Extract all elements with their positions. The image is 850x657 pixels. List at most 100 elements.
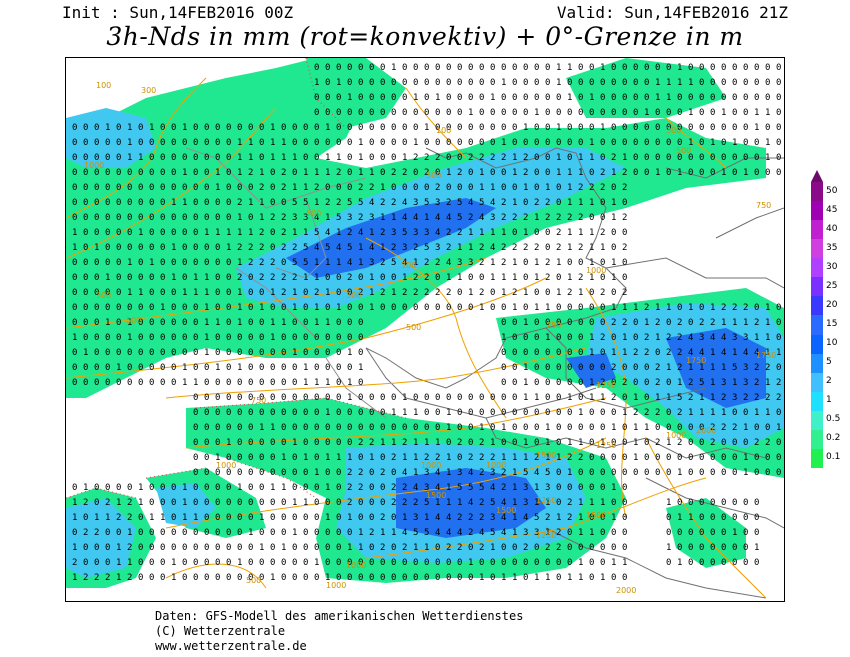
grid-value: 0	[292, 408, 297, 418]
grid-value: 0	[105, 528, 110, 538]
grid-value: 0	[468, 93, 473, 103]
grid-value: 0	[204, 423, 209, 433]
grid-value: 0	[369, 543, 374, 553]
grid-value: 0	[270, 393, 275, 403]
grid-value: 2	[358, 288, 363, 298]
legend-swatch	[811, 391, 823, 412]
grid-value: 4	[369, 243, 374, 253]
grid-value: 1	[314, 198, 319, 208]
grid-value: 2	[545, 543, 550, 553]
grid-value: 0	[655, 153, 660, 163]
grid-value: 1	[325, 408, 330, 418]
grid-value: 0	[699, 138, 704, 148]
grid-value: 0	[116, 318, 121, 328]
grid-value: 0	[677, 153, 682, 163]
grid-value: 0	[204, 573, 209, 583]
grid-value: 1	[765, 408, 770, 418]
grid-value: 5	[424, 198, 429, 208]
grid-value: 0	[699, 438, 704, 448]
grid-value: 1	[237, 558, 242, 568]
grid-value: 0	[237, 183, 242, 193]
grid-value: 0	[193, 483, 198, 493]
grid-value: 0	[336, 138, 341, 148]
grid-value: 0	[314, 528, 319, 538]
grid-value: 0	[226, 393, 231, 403]
grid-value: 0	[237, 393, 242, 403]
grid-value: 0	[600, 453, 605, 463]
legend-level-label: 30	[826, 261, 838, 272]
grid-value: 2	[468, 528, 473, 538]
grid-value: 0	[292, 558, 297, 568]
grid-value: 2	[600, 333, 605, 343]
legend-swatch	[811, 448, 823, 469]
grid-value: 3	[732, 393, 737, 403]
grid-value: 0	[215, 243, 220, 253]
grid-value: 1	[446, 468, 451, 478]
grid-value: 1	[215, 168, 220, 178]
grid-value: 0	[314, 513, 319, 523]
grid-value: 0	[336, 423, 341, 433]
grid-value: 0	[677, 453, 682, 463]
legend-swatch	[811, 410, 823, 431]
grid-value: 1	[369, 273, 374, 283]
grid-value: 1	[424, 123, 429, 133]
grid-value: 1	[578, 228, 583, 238]
grid-value: 0	[622, 78, 627, 88]
grid-value: 0	[369, 498, 374, 508]
grid-value: 0	[666, 123, 671, 133]
grid-value: 0	[281, 528, 286, 538]
grid-value: 1	[512, 198, 517, 208]
grid-value: 0	[622, 258, 627, 268]
grid-value: 2	[765, 438, 770, 448]
grid-value: 1	[556, 123, 561, 133]
grid-value: 0	[259, 123, 264, 133]
grid-value: 0	[600, 213, 605, 223]
grid-value: 1	[556, 513, 561, 523]
grid-value: 0	[721, 558, 726, 568]
grid-value: 0	[347, 528, 352, 538]
grid-value: 1	[578, 408, 583, 418]
grid-value: 0	[226, 483, 231, 493]
grid-value: 0	[578, 63, 583, 73]
grid-value: 0	[666, 318, 671, 328]
grid-value: 0	[468, 408, 473, 418]
grid-value: 1	[556, 453, 561, 463]
grid-value: 0	[391, 573, 396, 583]
grid-value: 1	[578, 573, 583, 583]
grid-value: 0	[600, 93, 605, 103]
grid-value: 1	[413, 258, 418, 268]
grid-value: 0	[138, 543, 143, 553]
contour-label: 1750	[756, 351, 776, 360]
grid-value: 0	[578, 123, 583, 133]
legend-swatch	[811, 296, 823, 316]
grid-value: 1	[105, 273, 110, 283]
grid-value: 4	[710, 333, 715, 343]
grid-value: 1	[578, 438, 583, 448]
grid-value: 0	[303, 318, 308, 328]
grid-value: 0	[358, 498, 363, 508]
grid-value: 0	[512, 348, 517, 358]
grid-value: 0	[226, 258, 231, 268]
grid-value: 0	[589, 168, 594, 178]
grid-value: 2	[732, 303, 737, 313]
grid-value: 0	[600, 423, 605, 433]
grid-value: 0	[325, 273, 330, 283]
grid-value: 0	[545, 318, 550, 328]
grid-value: 2	[347, 498, 352, 508]
grid-value: 2	[567, 513, 572, 523]
grid-value: 0	[138, 303, 143, 313]
grid-value: 1	[116, 558, 121, 568]
grid-value: 0	[358, 453, 363, 463]
grid-value: 0	[556, 573, 561, 583]
grid-value: 4	[501, 498, 506, 508]
grid-value: 0	[160, 198, 165, 208]
grid-value: 0	[413, 393, 418, 403]
contour-label: 1250	[536, 531, 556, 540]
country-borders	[365, 147, 784, 599]
grid-value: 0	[347, 123, 352, 133]
grid-value: 0	[600, 138, 605, 148]
grid-value: 4	[446, 213, 451, 223]
grid-value: 0	[83, 258, 88, 268]
grid-value: 0	[336, 573, 341, 583]
grid-value: 0	[94, 138, 99, 148]
